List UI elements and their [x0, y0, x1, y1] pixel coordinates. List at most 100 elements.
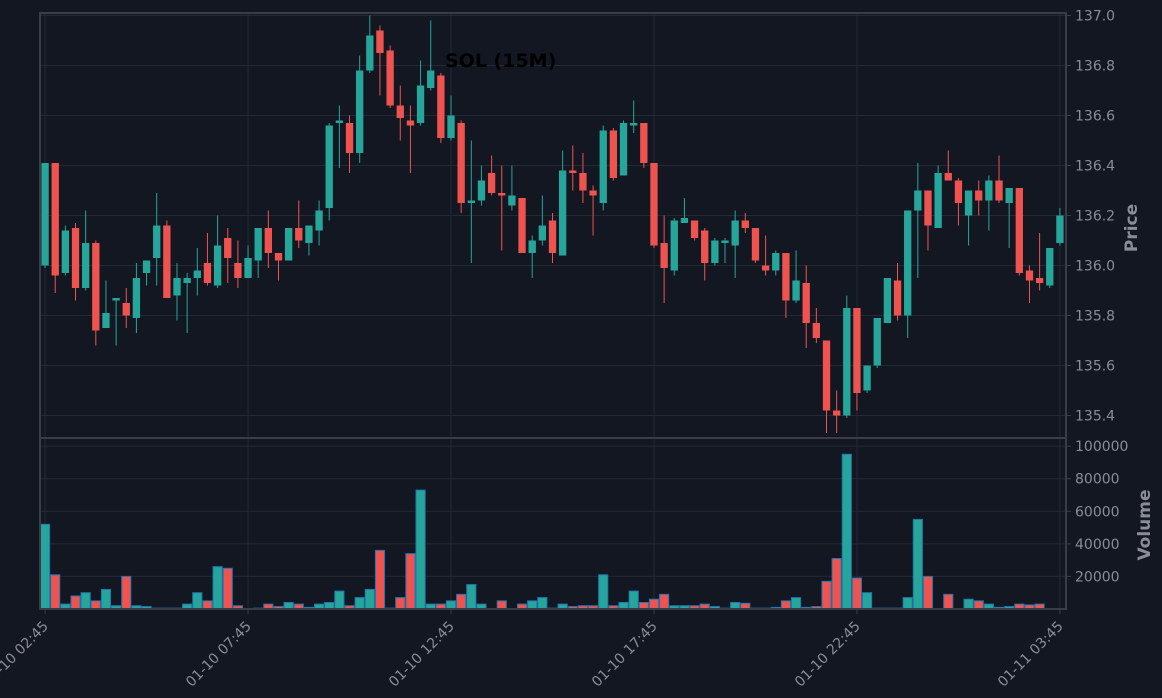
time-tick-label: 01-10 12:45	[386, 619, 458, 691]
volume-bar	[496, 600, 507, 610]
candle-down	[741, 220, 749, 228]
volume-bar	[405, 553, 416, 610]
candle-down	[751, 228, 760, 261]
candle-up	[173, 278, 181, 296]
volume-bar	[943, 593, 954, 610]
volume-bar	[202, 600, 213, 610]
candle-up	[284, 228, 293, 261]
candle-up	[599, 130, 607, 203]
chart-title: SOL (15M)	[445, 50, 556, 72]
volume-bar	[963, 598, 974, 610]
candle-up	[315, 210, 323, 231]
candle-up	[477, 180, 486, 201]
volume-bar	[415, 489, 426, 610]
price-tick-label: 136.8	[1075, 59, 1115, 75]
candle-down	[569, 170, 577, 173]
volume-bar	[40, 523, 51, 610]
time-tick-label: 01-11 03:45	[995, 619, 1067, 691]
candle-up	[873, 318, 881, 366]
candle-up	[630, 123, 638, 126]
volume-bar	[70, 595, 81, 610]
candle-up	[538, 225, 546, 241]
volume-bar	[790, 597, 802, 610]
candle-down	[812, 323, 821, 338]
volume-bar	[80, 592, 91, 610]
tick-labels: 135.4 135.6 135.8 136.0 136.2 136.4 136.6 136.8…	[0, 9, 1128, 691]
candle-up	[964, 190, 973, 216]
candle-down	[782, 253, 790, 301]
candle-up	[883, 278, 892, 323]
candle-down	[660, 243, 668, 268]
candle-up	[213, 245, 222, 286]
candle-up	[1056, 215, 1064, 243]
candle-down	[396, 105, 404, 118]
candle-up	[772, 253, 780, 271]
candle-down	[163, 225, 171, 298]
candle-up	[305, 225, 313, 243]
volume-bar	[598, 574, 609, 610]
volume-tick-label: 40000	[1075, 537, 1120, 553]
candle-down	[498, 193, 506, 196]
volume-tick-label: 100000	[1075, 439, 1128, 455]
candle-down	[548, 220, 557, 253]
volume-bar	[659, 593, 670, 610]
price-tick-label: 135.4	[1075, 409, 1115, 425]
candle-up	[335, 120, 344, 123]
candle-up	[914, 190, 922, 211]
candle-down	[518, 198, 526, 253]
candle-down	[822, 340, 831, 411]
candle-up	[467, 200, 475, 203]
candle-up	[843, 308, 851, 416]
volume-bar	[121, 575, 132, 610]
volume-bar	[50, 574, 61, 610]
candle-up	[447, 115, 455, 138]
volume-bar	[222, 567, 233, 610]
volume-tick-label: 60000	[1075, 504, 1120, 520]
candle-up	[244, 258, 252, 278]
candle-down	[690, 220, 699, 238]
candle-up	[863, 365, 871, 391]
volume-tick-label: 80000	[1075, 472, 1120, 488]
volume-bar	[192, 592, 203, 610]
time-tick-label: 01-10 07:45	[183, 619, 255, 691]
candle-down	[1015, 188, 1023, 273]
volume-bar	[851, 577, 863, 610]
price-tick-label: 136.0	[1075, 259, 1115, 275]
price-tick-label: 136.4	[1075, 159, 1115, 175]
candle-up	[112, 298, 120, 301]
volume-bar	[212, 566, 223, 610]
candle-down	[51, 163, 59, 276]
candle-up	[792, 280, 800, 301]
volume-bar	[445, 600, 457, 610]
candle-up	[132, 278, 141, 318]
candle-down	[92, 243, 100, 331]
candles	[41, 15, 1064, 433]
candle-down	[274, 253, 283, 261]
volume-axis-label: Volume	[1135, 489, 1155, 560]
candle-up	[711, 240, 719, 263]
candle-up	[985, 180, 993, 201]
volume-bar	[922, 575, 934, 610]
candle-up	[153, 225, 161, 258]
candle-down	[386, 50, 394, 106]
volume-bar	[648, 598, 660, 610]
candle-up	[427, 70, 435, 88]
candle-down	[589, 190, 597, 196]
candle-down	[853, 308, 861, 393]
candle-up	[1005, 188, 1013, 203]
volume-bar	[862, 592, 873, 610]
grid	[40, 13, 1066, 609]
volume-bars	[40, 453, 1045, 610]
candle-up	[142, 260, 151, 273]
time-tick-label: 01-10 02:45	[0, 619, 52, 691]
volume-bar	[841, 453, 852, 610]
candle-down	[954, 180, 963, 203]
candle-down	[944, 173, 952, 181]
candle-down	[295, 228, 303, 241]
candle-up	[1046, 248, 1054, 286]
candle-up	[934, 173, 942, 228]
price-tick-label: 136.6	[1075, 109, 1115, 125]
volume-bar	[527, 600, 538, 610]
candle-down	[924, 190, 932, 226]
